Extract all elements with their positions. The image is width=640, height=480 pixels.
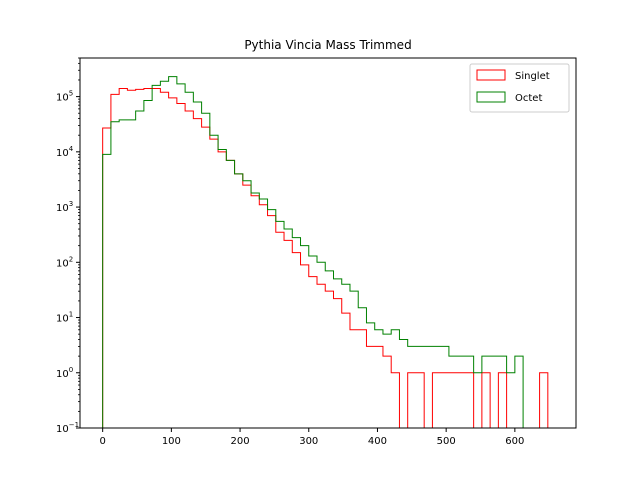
y-tick-label: 101 (56, 311, 73, 325)
x-tick-label: 100 (162, 436, 181, 447)
legend: Singlet Octet (469, 63, 570, 113)
legend-swatch-singlet (476, 69, 506, 81)
y-tick-label: 10−1 (56, 421, 79, 435)
x-tick-label: 400 (368, 436, 387, 447)
legend-swatch-octet (476, 91, 506, 103)
x-tick-label: 0 (99, 436, 105, 447)
y-tick-label: 102 (56, 255, 73, 269)
y-tick-label: 105 (56, 90, 73, 104)
y-tick-label: 103 (56, 200, 73, 214)
y-tick-label: 100 (56, 366, 73, 380)
x-tick-label: 600 (505, 436, 524, 447)
series-step-singlet (102, 88, 557, 428)
legend-box (469, 63, 570, 113)
legend-label-octet: Octet (515, 93, 542, 104)
x-tick-label: 200 (231, 436, 250, 447)
plot-area (102, 76, 557, 428)
x-axis: 0 100 200 300 400 500 600 (99, 428, 524, 447)
chart-title: Pythia Vincia Mass Trimmed (244, 38, 411, 52)
legend-label-singlet: Singlet (515, 71, 550, 82)
series-step-octet (102, 76, 557, 428)
y-tick-label: 104 (56, 145, 74, 159)
axes-frame (79, 57, 577, 429)
y-axis: 10−1 100 101 102 103 104 105 (56, 57, 80, 435)
x-tick-label: 500 (437, 436, 456, 447)
x-tick-label: 300 (299, 436, 318, 447)
